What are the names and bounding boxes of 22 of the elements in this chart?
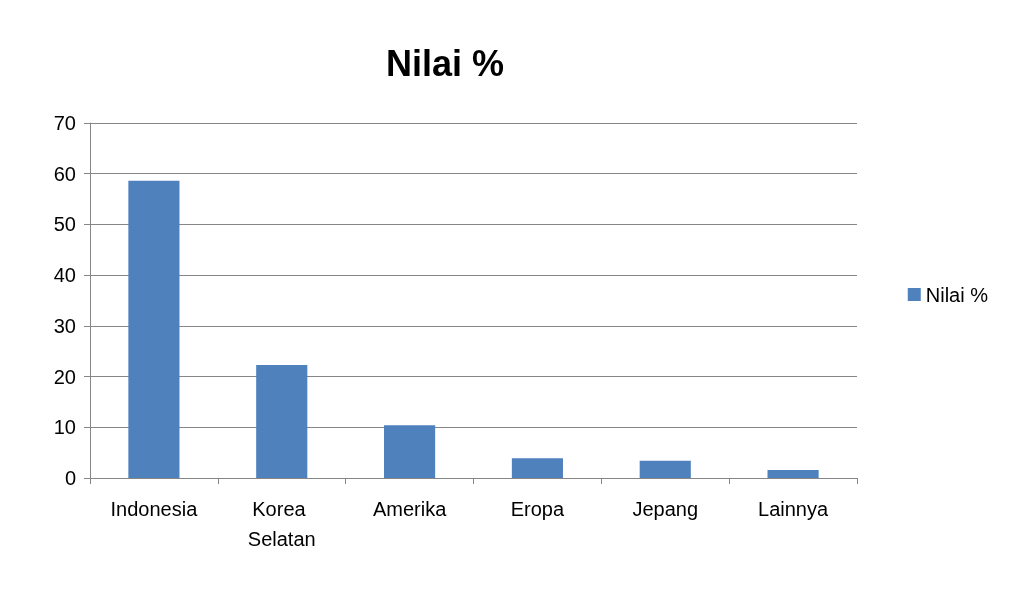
x-tick-label: Jepang [632, 498, 699, 520]
y-tick-label: 30 [53, 314, 76, 337]
x-tick-label: Amerika [372, 498, 448, 520]
bar [128, 180, 180, 478]
bar [767, 469, 819, 478]
x-tick-label: Eropa [510, 498, 565, 520]
y-tick-label: 70 [53, 112, 76, 134]
bar [511, 458, 563, 478]
y-tick-label: 50 [53, 213, 76, 236]
bar [256, 364, 308, 478]
x-tick-label: Korea Selatan [247, 498, 316, 550]
bar [384, 425, 436, 478]
x-tick-label: Indonesia [110, 498, 199, 520]
legend-label: Nilai % [925, 283, 989, 306]
y-tick-label: 10 [53, 416, 76, 439]
x-tick-label: Lainnya [758, 498, 829, 520]
bar [639, 460, 691, 478]
y-tick-label: 20 [53, 365, 76, 388]
y-tick-label: 40 [53, 264, 76, 287]
y-tick-label: 0 [64, 467, 76, 489]
chart-title: Nilai % [385, 42, 505, 84]
y-tick-label: 60 [53, 162, 76, 185]
